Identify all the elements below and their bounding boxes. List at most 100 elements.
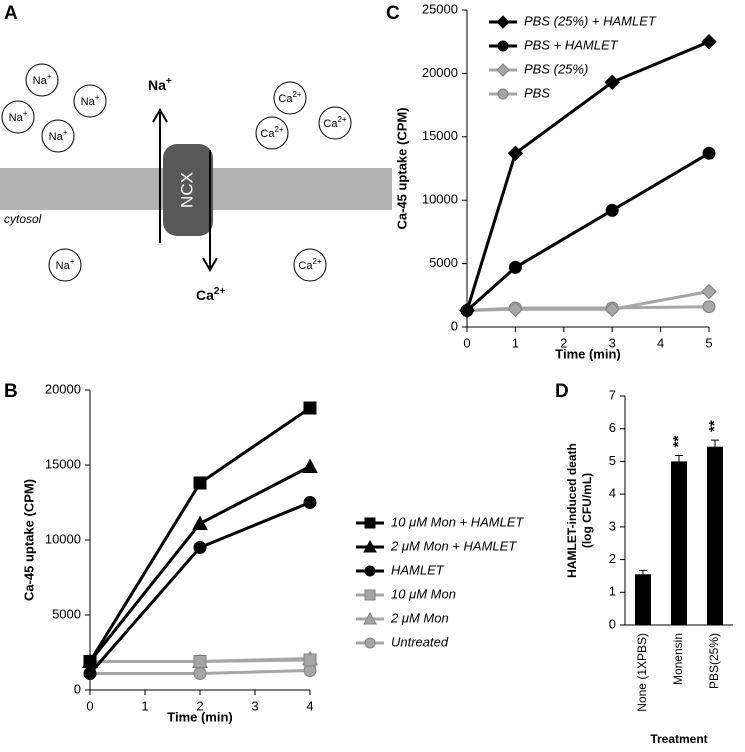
y-tick-label: 25000 [422,1,458,16]
panel-label: B [4,381,18,402]
y-tick-label: 5000 [429,255,458,270]
symbol: Ca [260,128,275,140]
legend-marker [363,611,377,625]
ion-label: Ca2+ [278,90,302,105]
series-line [88,465,311,663]
symbol: Na [49,131,64,143]
charge: + [166,76,172,87]
legend-marker [496,15,510,29]
symbol: Na [148,77,166,93]
marker [604,301,620,317]
x-tick-label: 1 [512,335,519,350]
panel-a: A cytosol NCX Na+ Ca2+ [0,3,392,303]
marker [303,653,317,667]
marker [507,145,524,161]
arrow-label: Na+ [148,76,172,93]
panel-label: C [386,3,400,24]
y-tick-label: 1 [609,584,616,599]
y-tick-label: 5000 [52,606,81,621]
series-line [465,40,710,311]
x-axis-label: Treatment [650,732,707,746]
x-tick-label: Monensin [671,633,685,685]
legend-marker [364,589,376,601]
y-tick-label: 10000 [45,531,81,546]
ion-label: Ca2+ [298,257,322,272]
y-tick-label: 20000 [422,65,458,80]
legend-label: 2 μM Mon + HAMLET [390,538,517,553]
charge: 2+ [292,90,301,99]
panel-label: A [4,3,18,24]
ion-label: Na+ [33,72,52,87]
bar [635,574,651,625]
arrow-label: Ca2+ [196,286,225,303]
legend-label: 2 μM Mon [390,610,449,625]
transporter [163,144,213,236]
x-axis-label: Time (min) [167,709,233,724]
marker [701,33,717,50]
legend-marker [364,565,376,577]
charge: 2+ [337,115,346,124]
symbol: Na [81,96,96,108]
ion-label: Na+ [9,109,28,124]
error-bar [711,439,719,447]
legend-marker [497,88,509,100]
legend-label: PBS + HAMLET [524,37,619,52]
marker [302,458,318,473]
marker [459,302,475,319]
x-tick-label: 4 [657,335,664,350]
legend-label: PBS [524,85,550,100]
ion-label: Ca2+ [323,115,347,130]
bar [707,446,723,625]
marker [192,515,208,530]
charge: + [23,109,28,118]
marker [508,260,522,274]
y-tick-label: 20000 [45,381,81,396]
charge: + [95,93,100,102]
y-tick-label: 0 [451,318,458,333]
legend-label: 10 μM Mon + HAMLET [391,514,525,529]
marker [83,667,97,680]
ion-circle [255,116,289,150]
x-tick-label: 3 [251,698,258,713]
ion-circle [273,81,307,115]
y-tick-label: 7 [609,387,616,402]
y-axis-label: Ca-45 uptake (CPM) [21,479,36,601]
ion-label: Na+ [56,257,75,272]
ion-label: Ca2+ [260,125,284,140]
symbol: Na [56,260,71,272]
marker [604,74,620,90]
x-tick-label: None (1XPBS) [635,633,649,712]
legend-label: Untreated [391,634,449,649]
error-bar [639,569,647,575]
legend-marker [497,40,509,52]
series-line [466,290,710,313]
x-tick-label: 4 [306,698,313,713]
marker [193,541,207,554]
bar [671,461,687,625]
marker [83,655,97,668]
ion-circle [1,100,35,134]
transporter-label: NCX [177,172,196,208]
legend-marker [496,63,510,77]
arrow-head [202,257,218,272]
y-tick-label: 15000 [422,128,458,143]
x-axis-label: Time (min) [555,346,621,361]
y-tick-label: 5 [609,453,616,468]
legend-label: PBS (25%) [524,61,588,76]
marker [701,283,717,300]
x-tick-label: 0 [463,335,470,350]
ion-label: Na+ [49,128,68,143]
x-tick-label: 2 [560,335,567,350]
x-tick-label: 1 [141,698,148,713]
legend-label: HAMLET [391,562,445,577]
charge: + [63,128,68,137]
y-axis-label: (log CFU/mL) [580,473,594,548]
legend-marker [364,517,376,529]
symbol: Ca [196,287,214,303]
y-tick-label: 0 [609,616,616,631]
y-tick-label: 3 [609,518,616,533]
y-tick-label: 4 [609,486,616,501]
panel-label: D [555,381,569,402]
marker [605,203,619,217]
